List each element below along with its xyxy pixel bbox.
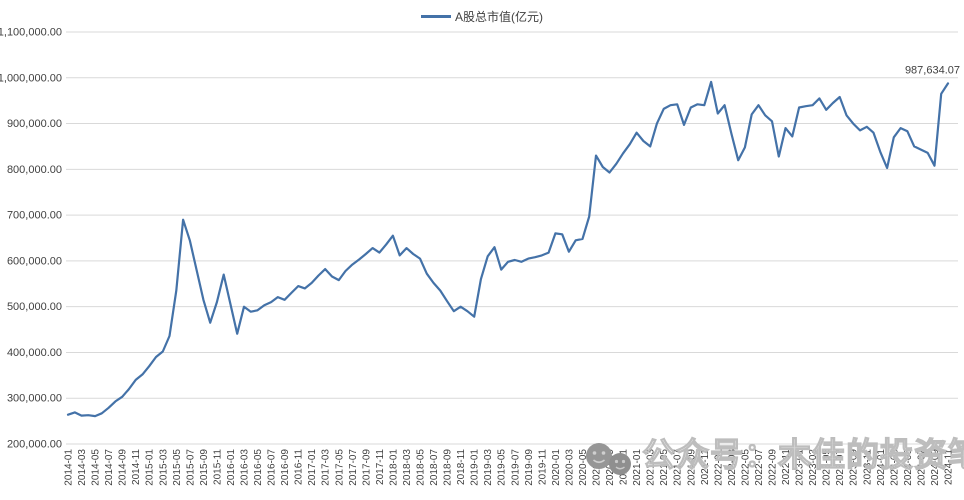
x-tick-label: 2018-07 [429, 449, 440, 486]
x-tick-label: 2020-11 [619, 449, 630, 485]
x-tick-label: 2018-01 [388, 449, 399, 486]
x-tick-label: 2019-01 [470, 449, 481, 486]
x-tick-label: 2019-03 [483, 449, 494, 486]
x-tick-label: 2021-11 [700, 449, 711, 485]
legend: A股总市值(亿元) [0, 8, 964, 25]
x-tick-label: 2019-09 [524, 449, 535, 486]
x-tick-label: 2017-11 [375, 449, 386, 485]
y-tick-label: 1,100,000.00 [0, 27, 62, 39]
legend-line-swatch [421, 15, 451, 18]
x-tick-label: 2019-11 [537, 449, 548, 485]
x-tick-label: 2022-07 [754, 449, 765, 486]
x-tick-label: 2017-07 [348, 449, 359, 486]
x-tick-label: 2014-03 [77, 449, 88, 486]
y-tick-label: 900,000.00 [7, 118, 62, 130]
y-tick-label: 400,000.00 [7, 347, 62, 359]
x-tick-label: 2014-09 [118, 449, 129, 486]
x-tick-label: 2024-01 [876, 449, 887, 486]
x-tick-label: 2023-11 [862, 449, 873, 485]
x-tick-label: 2024-11 [944, 449, 955, 485]
x-tick-label: 2017-09 [361, 449, 372, 486]
x-tick-label: 2017-05 [334, 449, 345, 486]
x-tick-label: 2024-03 [889, 449, 900, 486]
x-tick-label: 2023-07 [835, 449, 846, 486]
x-tick-label: 2020-03 [564, 449, 575, 486]
x-tick-label: 2018-11 [456, 449, 467, 485]
x-tick-label: 2015-03 [158, 449, 169, 486]
y-tick-label: 600,000.00 [7, 255, 62, 267]
x-tick-label: 2014-05 [91, 449, 102, 486]
x-tick-label: 2022-09 [768, 449, 779, 486]
x-tick-label: 2015-05 [172, 449, 183, 486]
x-tick-label: 2016-05 [253, 449, 264, 486]
x-tick-label: 2016-09 [280, 449, 291, 486]
x-tick-label: 2020-01 [551, 449, 562, 486]
x-tick-label: 2015-09 [199, 449, 210, 486]
x-tick-label: 2014-11 [131, 449, 142, 485]
last-point-data-label: 987,634.07 [905, 64, 960, 76]
x-tick-label: 2016-11 [294, 449, 305, 485]
legend-label: A股总市值(亿元) [455, 10, 543, 24]
x-tick-label: 2018-03 [402, 449, 413, 486]
x-tick-label: 2017-01 [307, 449, 318, 486]
x-tick-label: 2024-07 [916, 449, 927, 486]
x-tick-label: 2021-07 [673, 449, 684, 486]
y-tick-label: 700,000.00 [7, 210, 62, 222]
x-tick-label: 2021-01 [632, 449, 643, 486]
x-tick-label: 2014-07 [104, 449, 115, 486]
x-tick-label: 2016-01 [226, 449, 237, 486]
x-tick-label: 2015-11 [212, 449, 223, 485]
x-tick-label: 2019-07 [510, 449, 521, 486]
x-tick-label: 2016-07 [267, 449, 278, 486]
x-tick-label: 2022-01 [713, 449, 724, 486]
y-tick-label: 500,000.00 [7, 301, 62, 313]
series-line [66, 80, 950, 418]
x-tick-label: 2022-05 [740, 449, 751, 486]
x-tick-label: 2023-09 [849, 449, 860, 486]
x-tick-label: 2019-05 [497, 449, 508, 486]
x-tick-label: 2023-01 [795, 449, 806, 486]
x-tick-label: 2021-09 [686, 449, 697, 486]
x-tick-label: 2020-07 [592, 449, 603, 486]
y-tick-label: 1,000,000.00 [0, 72, 62, 84]
x-tick-label: 2015-07 [185, 449, 196, 486]
x-tick-label: 2018-05 [416, 449, 427, 486]
y-tick-label: 300,000.00 [7, 393, 62, 405]
x-tick-label: 2022-11 [781, 449, 792, 485]
x-tick-label: 2023-03 [808, 449, 819, 486]
x-tick-label: 2018-09 [443, 449, 454, 486]
x-tick-label: 2023-05 [822, 449, 833, 486]
x-tick-label: 2021-03 [646, 449, 657, 486]
x-tick-label: 2017-03 [321, 449, 332, 486]
x-tick-label: 2020-05 [578, 449, 589, 486]
x-tick-label: 2021-05 [659, 449, 670, 486]
x-tick-label: 2020-09 [605, 449, 616, 486]
x-tick-label: 2016-03 [240, 449, 251, 486]
x-tick-label: 2022-03 [727, 449, 738, 486]
y-tick-label: 800,000.00 [7, 164, 62, 176]
y-tick-label: 200,000.00 [7, 439, 62, 451]
x-tick-label: 2015-01 [145, 449, 156, 486]
x-tick-label: 2024-05 [903, 449, 914, 486]
x-tick-label: 2014-01 [64, 449, 75, 486]
x-tick-label: 2024-09 [930, 449, 941, 486]
